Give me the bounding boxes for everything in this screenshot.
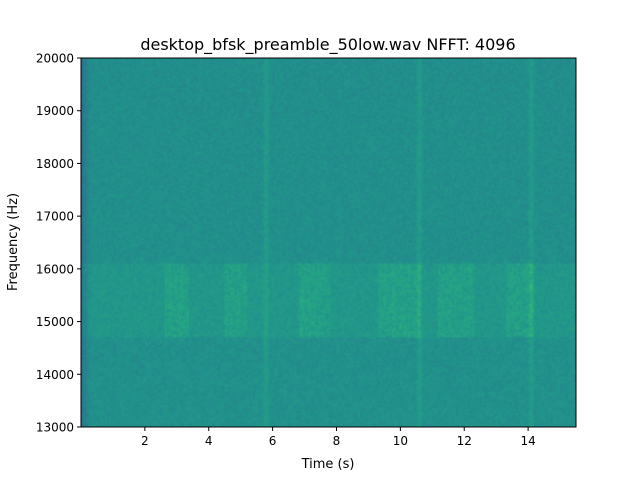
x-tick-label: 2 — [141, 434, 149, 448]
x-tick-label: 14 — [520, 434, 535, 448]
y-tick-label: 17000 — [36, 210, 74, 224]
x-tick-label: 12 — [457, 434, 472, 448]
y-tick-label: 18000 — [36, 157, 74, 171]
y-tick-label: 15000 — [36, 315, 74, 329]
plot-frame — [80, 57, 577, 428]
x-tick-label: 6 — [269, 434, 277, 448]
plot-area — [80, 57, 577, 428]
x-tick-label: 4 — [205, 434, 213, 448]
y-tick-label: 19000 — [36, 104, 74, 118]
x-tick-label: 8 — [333, 434, 341, 448]
y-tick-label: 13000 — [36, 421, 74, 435]
spectrogram-heatmap — [81, 58, 576, 427]
y-axis: 13000 14000 15000 16000 17000 18000 19000 20000 — [36, 52, 81, 435]
y-tick-label: 16000 — [36, 262, 74, 276]
y-tick-label: 14000 — [36, 368, 74, 382]
x-axis-label: Time (s) — [301, 457, 355, 472]
x-axis: 2 4 6 8 10 12 14 — [141, 427, 536, 448]
chart-title: desktop_bfsk_preamble_50low.wav NFFT: 40… — [140, 35, 515, 55]
y-axis-label: Frequency (Hz) — [6, 193, 21, 291]
x-tick-label: 10 — [393, 434, 408, 448]
y-tick-label: 20000 — [36, 52, 74, 66]
